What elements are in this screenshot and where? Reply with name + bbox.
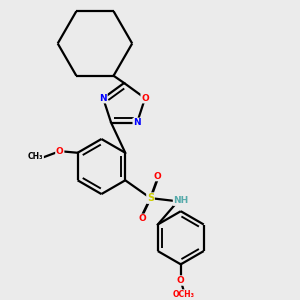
Text: N: N <box>99 94 107 103</box>
Text: O: O <box>141 94 149 103</box>
Text: S: S <box>147 193 154 203</box>
Text: O: O <box>153 172 161 181</box>
Text: O: O <box>177 276 184 285</box>
Text: N: N <box>133 118 141 127</box>
Text: O: O <box>56 147 64 156</box>
Text: CH₃: CH₃ <box>28 152 43 161</box>
Text: O: O <box>139 214 146 223</box>
Text: OCH₃: OCH₃ <box>173 290 195 299</box>
Text: NH: NH <box>173 196 189 205</box>
